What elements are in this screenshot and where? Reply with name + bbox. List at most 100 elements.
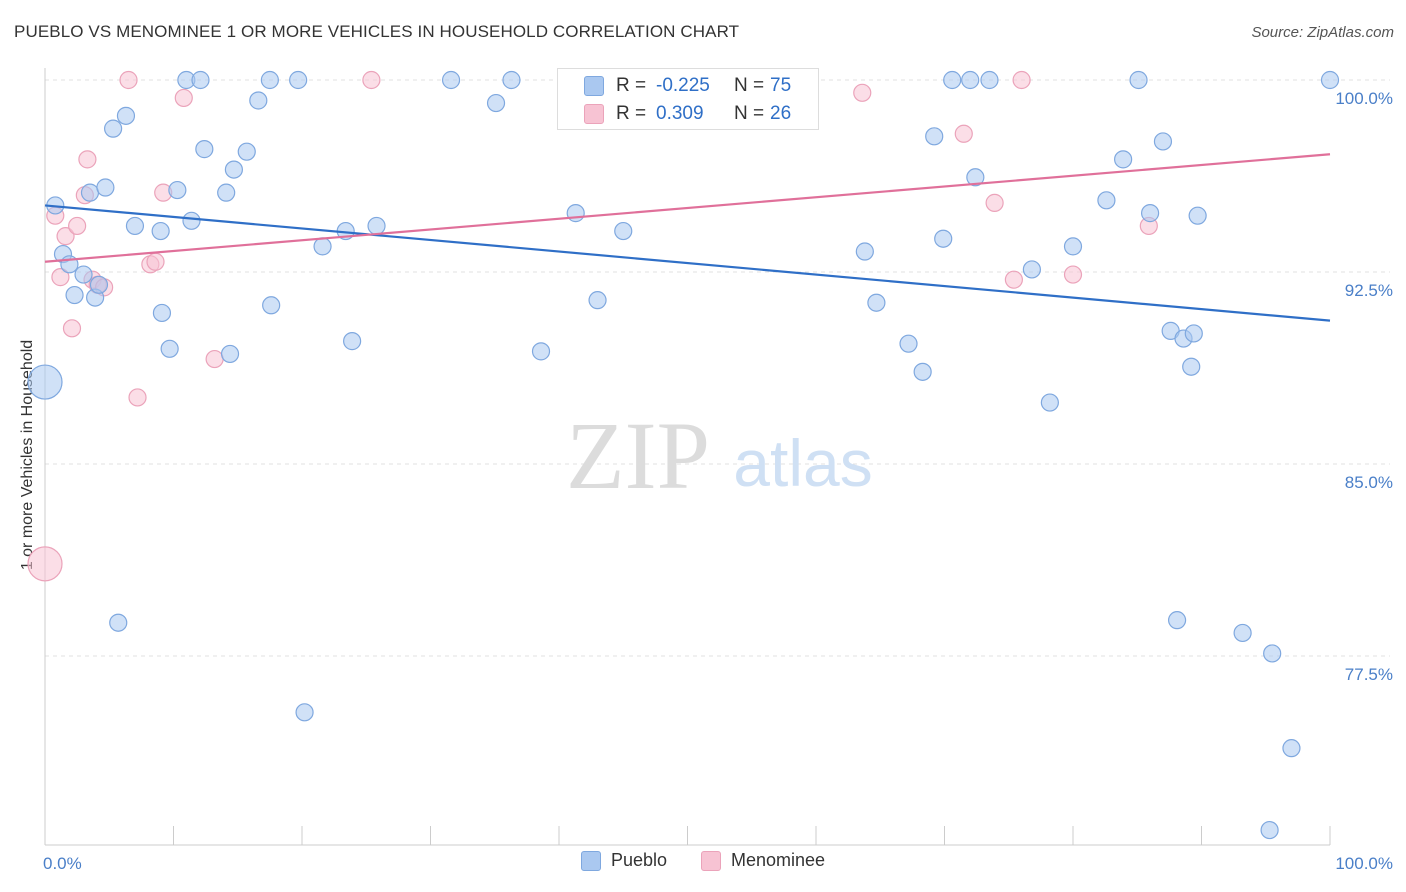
pueblo-point (89, 275, 109, 294)
pueblo-point (80, 183, 100, 202)
menominee-point (362, 70, 381, 90)
x-tick-label-end: 100.0% (1335, 854, 1393, 873)
menominee-point (853, 83, 872, 102)
stats-legend: R = -0.225 N = 75 R = 0.309 N = 26 (557, 68, 819, 130)
data-points (27, 70, 1340, 840)
pueblo-point (262, 296, 281, 315)
pueblo-point (531, 342, 551, 361)
pueblo-point (260, 70, 279, 90)
menominee-point (985, 193, 1004, 212)
series-legend: Pueblo Menominee (0, 850, 1406, 871)
legend-item-menominee[interactable]: Menominee (701, 850, 825, 871)
pueblo-point (313, 237, 332, 256)
pueblo-point (980, 70, 999, 90)
pueblo-point (160, 339, 179, 358)
y-tick-label: 77.5% (1345, 665, 1393, 684)
pueblo-point (295, 703, 314, 722)
pueblo-point (191, 70, 210, 90)
menominee-n-value: 26 (770, 103, 792, 124)
pueblo-point (182, 211, 201, 230)
watermark-zip: ZIP (566, 402, 710, 509)
menominee-point (205, 349, 224, 369)
pueblo-point (1140, 204, 1160, 223)
pueblo-point (27, 364, 63, 400)
watermark-atlas: atlas (733, 426, 872, 500)
stats-row-menominee: R = 0.309 N = 26 (584, 100, 791, 128)
pueblo-trend-line (44, 204, 1331, 322)
pueblo-point (1114, 150, 1133, 169)
menominee-point (1012, 70, 1031, 90)
pueblo-point (1182, 357, 1201, 376)
pueblo-swatch (584, 76, 604, 96)
pueblo-point (217, 183, 236, 202)
pueblo-point (1153, 132, 1173, 151)
pueblo-point (96, 178, 115, 197)
pueblo-point (289, 70, 308, 90)
menominee-r-value: 0.309 (656, 103, 704, 124)
menominee-point (1063, 265, 1083, 284)
pueblo-point (1263, 644, 1282, 663)
pueblo-point (74, 265, 93, 284)
pueblo-point (1233, 623, 1252, 643)
pueblo-point (1097, 191, 1116, 210)
pueblo-point (486, 93, 506, 113)
menominee-point (78, 150, 97, 169)
legend-pueblo-label: Pueblo (610, 850, 667, 870)
pueblo-point (152, 303, 172, 323)
menominee-point (954, 124, 973, 143)
pueblo-point (367, 216, 386, 236)
pueblo-point (343, 332, 362, 351)
menominee-point (62, 319, 82, 338)
pueblo-n-label: N = (734, 75, 765, 96)
pueblo-point (899, 334, 918, 353)
pueblo-point (195, 140, 214, 159)
menominee-swatch (584, 104, 604, 124)
pueblo-r-value: -0.225 (656, 75, 710, 96)
pueblo-point (1063, 237, 1083, 256)
pueblo-point (1320, 70, 1340, 90)
pueblo-point (1022, 260, 1041, 279)
pueblo-n-value: 75 (770, 75, 792, 96)
legend-menominee-label: Menominee (731, 850, 826, 870)
pueblo-point (943, 70, 962, 90)
pueblo-point (1188, 206, 1207, 225)
pueblo-r-label: R = (616, 75, 647, 96)
axes (44, 68, 1331, 846)
pueblo-point (1184, 324, 1203, 343)
menominee-point (27, 546, 63, 582)
legend-pueblo-swatch (580, 850, 601, 871)
source-note: Source: ZipAtlas.com (1251, 24, 1394, 41)
pueblo-point (502, 70, 521, 90)
x-tick-label-start: 0.0% (43, 854, 82, 873)
stats-row-pueblo: R = -0.225 N = 75 (584, 72, 791, 100)
pueblo-point (925, 127, 944, 146)
pueblo-point (614, 221, 633, 241)
pueblo-point (151, 221, 170, 241)
pueblo-point (1260, 820, 1279, 840)
pueblo-point (588, 291, 607, 310)
pueblo-point (104, 119, 123, 138)
pueblo-point (65, 285, 84, 305)
chart-title: PUEBLO VS MENOMINEE 1 OR MORE VEHICLES I… (14, 22, 740, 41)
tick-labels: 100.0% 92.5% 85.0% 77.5% 0.0% 100.0% (43, 89, 1393, 873)
trend-lines (44, 153, 1331, 322)
pueblo-point (168, 180, 187, 200)
menominee-point (174, 88, 193, 108)
menominee-point (128, 388, 147, 407)
pueblo-point (867, 293, 886, 312)
pueblo-point (855, 242, 874, 261)
pueblo-point (1040, 393, 1059, 412)
menominee-point (146, 252, 165, 271)
pueblo-point (1129, 70, 1148, 90)
pueblo-point (249, 91, 268, 110)
y-tick-label: 92.5% (1345, 281, 1393, 300)
pueblo-point (116, 106, 136, 125)
watermark: ZIP atlas (566, 402, 873, 509)
menominee-n-label: N = (734, 103, 765, 124)
menominee-point (68, 216, 87, 236)
legend-item-pueblo[interactable]: Pueblo (580, 850, 667, 871)
menominee-r-label: R = (616, 103, 647, 124)
pueblo-point (109, 613, 128, 632)
pueblo-point (1167, 611, 1187, 630)
